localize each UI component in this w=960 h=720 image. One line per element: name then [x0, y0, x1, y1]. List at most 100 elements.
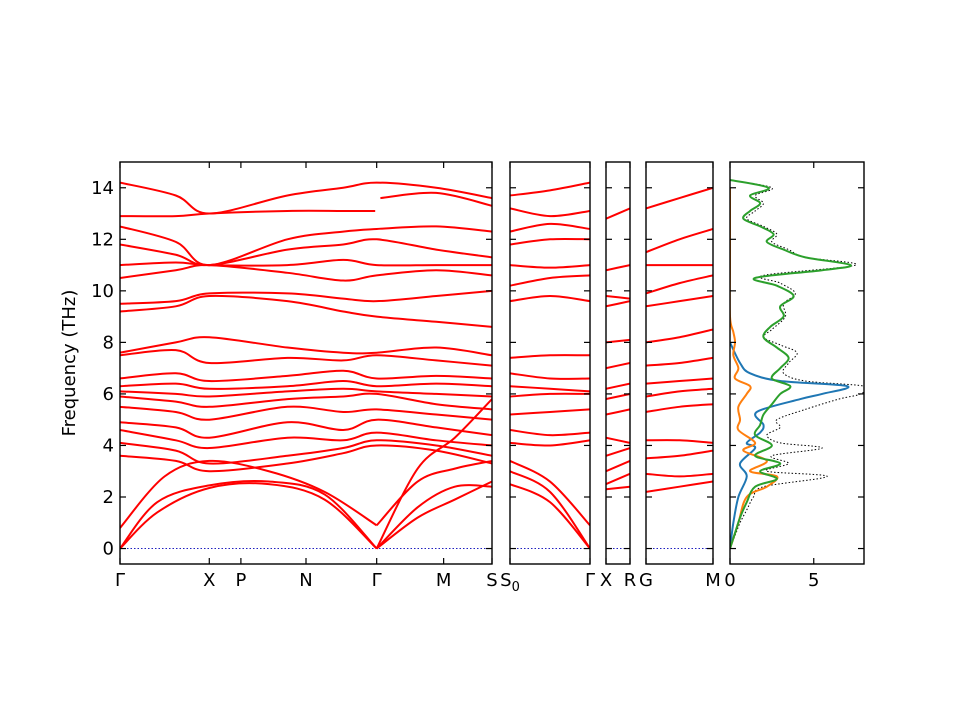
band-s0-gamma-2	[510, 460, 590, 527]
band-x-r-1	[606, 472, 630, 486]
bands-g-m	[646, 186, 713, 493]
band-g-m-13	[646, 186, 713, 210]
band-g-m-5	[646, 387, 713, 398]
x-tick-label-main-4: Γ	[372, 570, 382, 591]
y-axis-label: Frequency (THz)	[59, 290, 80, 437]
band-s0-gamma-16	[510, 181, 590, 197]
band-g-m-4	[646, 403, 713, 413]
band-main-23	[120, 225, 492, 267]
band-main-17	[120, 336, 492, 357]
band-x-r-10	[606, 300, 630, 308]
band-g-m-3	[646, 439, 713, 444]
band-x-r-3	[606, 447, 630, 457]
band-x-r-4	[606, 436, 630, 444]
band-panel-s0-gamma: S0 Γ	[500, 161, 595, 595]
band-g-m-8	[646, 328, 713, 344]
band-x-r-0	[606, 485, 630, 491]
bands-s0-gamma	[510, 181, 590, 550]
band-g-m-6	[646, 377, 713, 385]
band-g-m-1	[646, 472, 713, 478]
band-s0-gamma-5	[510, 408, 590, 416]
band-main-3	[376, 480, 492, 550]
band-main-10	[120, 418, 492, 439]
x-tick-label-main-5: M	[436, 570, 452, 591]
y-tick-label-1: 2	[103, 487, 114, 508]
x-tick-label-x-r-0: X	[600, 570, 612, 591]
band-g-m-0	[646, 480, 713, 493]
band-x-r-6	[606, 392, 630, 401]
dos-series-pdos_1	[730, 341, 850, 549]
band-x-r-7	[606, 382, 630, 390]
band-x-r-2	[606, 460, 630, 473]
y-tick-label-2: 4	[103, 435, 114, 456]
band-g-m-9	[646, 295, 713, 308]
axis-frame-dos	[729, 161, 865, 565]
band-s0-gamma-14	[510, 222, 590, 233]
band-x-r-8	[606, 362, 630, 370]
y-tick-label-5: 10	[91, 281, 114, 302]
axis-frame-x-r	[605, 161, 631, 565]
band-s0-gamma-10	[510, 295, 590, 303]
band-s0-gamma-3	[510, 439, 590, 447]
band-main-18	[120, 294, 492, 328]
x-tick-label-main-3: N	[299, 570, 312, 591]
y-tick-label-0: 0	[103, 539, 114, 560]
band-main-11	[120, 405, 492, 421]
band-main-5	[375, 459, 492, 527]
band-main-22	[120, 238, 492, 267]
dos-x-tick-label-1: 5	[808, 570, 819, 591]
y-tick-label-6: 12	[91, 229, 114, 250]
band-main-24	[120, 209, 376, 218]
y-tick-label-4: 8	[103, 332, 114, 353]
x-tick-label-s0-gamma-0: S0	[500, 570, 520, 595]
band-main-0	[120, 482, 378, 550]
band-main-19	[120, 289, 492, 305]
x-tick-label-s0-gamma-1: Γ	[585, 570, 595, 591]
band-main-13	[120, 387, 492, 398]
band-main-1	[120, 480, 378, 550]
dos-series-pdos_2	[730, 187, 779, 549]
band-s0-gamma-8	[510, 372, 590, 380]
band-g-m-10	[646, 274, 713, 295]
dos-x-tick-label-0: 0	[724, 570, 735, 591]
x-tick-label-main-6: S	[486, 570, 497, 591]
dos-series-pdos_3	[730, 179, 852, 549]
band-s0-gamma-9	[510, 354, 590, 359]
band-main-16	[120, 348, 492, 367]
x-tick-label-g-m-1: M	[705, 570, 721, 591]
band-main-20	[120, 264, 492, 282]
band-s0-gamma-7	[510, 385, 590, 393]
x-tick-label-g-m-0: G	[639, 570, 653, 591]
x-tick-label-main-2: P	[235, 570, 246, 591]
band-panel-main: 0 2 4 6 8 10 12 14 Γ X P N Γ M S	[91, 161, 498, 591]
band-s0-gamma-6	[510, 392, 590, 398]
bands-x-r	[606, 207, 630, 491]
band-main-4	[375, 484, 492, 550]
dos-curves	[730, 179, 864, 549]
band-s0-gamma-0	[510, 483, 590, 550]
band-main-9	[120, 429, 492, 450]
band-main-7	[120, 444, 492, 473]
band-main-2	[120, 459, 378, 529]
band-x-r-13	[606, 207, 630, 220]
band-x-r-11	[606, 295, 630, 300]
band-g-m-2	[646, 449, 713, 460]
axis-frame-s0-gamma	[509, 161, 591, 565]
bands-main	[120, 181, 492, 550]
band-s0-gamma-11	[510, 274, 590, 287]
band-main-14	[120, 380, 492, 390]
band-x-r-5	[606, 408, 630, 416]
axis-frame-main	[119, 161, 493, 565]
band-main-15	[120, 369, 492, 383]
band-g-m-7	[646, 356, 713, 367]
x-tick-label-x-r-1: R	[624, 570, 637, 591]
band-s0-gamma-1	[510, 470, 590, 550]
x-tick-label-main-0: Γ	[115, 570, 125, 591]
y-tick-label-7: 14	[91, 178, 114, 199]
band-s0-gamma-13	[510, 237, 590, 246]
y-tick-label-3: 6	[103, 384, 114, 405]
